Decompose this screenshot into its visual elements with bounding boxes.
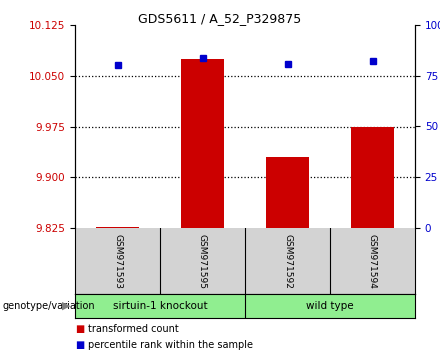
Text: GSM971593: GSM971593	[113, 234, 122, 289]
Text: GSM971595: GSM971595	[198, 234, 207, 289]
Text: GDS5611 / A_52_P329875: GDS5611 / A_52_P329875	[138, 12, 302, 25]
Text: GSM971594: GSM971594	[368, 234, 377, 289]
Bar	[351, 126, 394, 228]
Text: sirtuin-1 knockout: sirtuin-1 knockout	[113, 301, 207, 311]
Text: genotype/variation: genotype/variation	[2, 301, 95, 311]
Bar	[96, 227, 139, 228]
Text: ▶: ▶	[62, 301, 70, 311]
Bar	[181, 59, 224, 228]
Text: percentile rank within the sample: percentile rank within the sample	[88, 340, 253, 350]
Text: transformed count: transformed count	[88, 324, 179, 334]
Text: GSM971592: GSM971592	[283, 234, 292, 289]
Text: ■: ■	[75, 324, 84, 334]
Text: wild type: wild type	[306, 301, 354, 311]
Bar	[266, 157, 309, 228]
Text: ■: ■	[75, 340, 84, 350]
